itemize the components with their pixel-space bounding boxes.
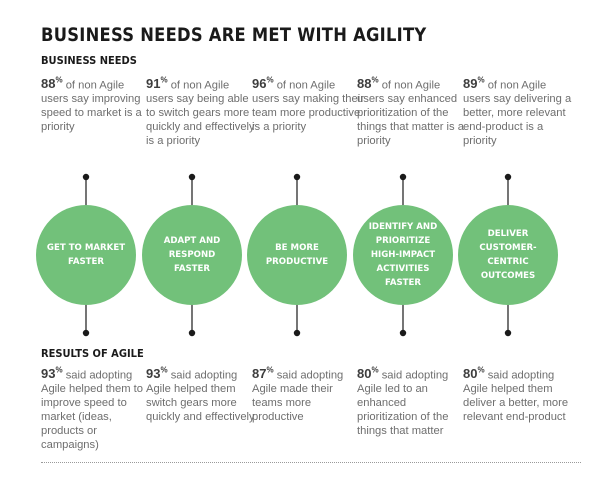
result-pct-2: 93 [146, 366, 161, 382]
goal-circle-3: BE MORE PRODUCTIVE [247, 205, 347, 305]
result-pct-4: 80 [357, 366, 372, 382]
need-stat-2: 91% of non Agile users say being able to… [146, 76, 255, 148]
goal-circle-label-5: DELIVER CUSTOMER-CENTRIC OUTCOMES [479, 229, 537, 281]
result-stat-2: 93% said adopting Agile helped them swit… [146, 366, 255, 424]
result-pct-5: 80 [463, 366, 478, 382]
need-stat-5: 89% of non Agile users say delivering a … [463, 76, 572, 148]
result-text-2: said adopting Agile helped them switch g… [146, 369, 255, 424]
business-needs-heading: BUSINESS NEEDS [41, 54, 137, 67]
need-stat-4: 88% of non Agile users say enhanced prio… [357, 76, 464, 148]
goal-circle-label-1: GET TO MARKET FASTER [46, 243, 126, 267]
goal-circle-4: IDENTIFY AND PRIORITIZE HIGH-IMPACT ACTI… [353, 205, 453, 305]
need-pct-4: 88 [357, 76, 372, 92]
connector-dot-bottom-1 [82, 329, 90, 337]
result-pct-1: 93 [41, 366, 56, 382]
result-pct-3: 87 [252, 366, 267, 382]
connector-dot-bottom-4 [399, 329, 407, 337]
connector-dot-bottom-5 [504, 329, 512, 337]
result-stat-1: 93% said adopting Agile helped them to i… [41, 366, 143, 452]
need-pct-5: 89 [463, 76, 478, 92]
need-pct-3: 96 [252, 76, 267, 92]
need-text-2: of non Agile users say being able to swi… [146, 79, 255, 148]
connector-dot-bottom-3 [293, 329, 301, 337]
goal-circle-label-2: ADAPT AND RESPOND FASTER [163, 236, 221, 274]
result-stat-3: 87% said adopting Agile made their teams… [252, 366, 344, 424]
need-stat-1: 88% of non Agile users say improving spe… [41, 76, 142, 134]
goal-circle-1: GET TO MARKET FASTER [36, 205, 136, 305]
need-stat-3: 96% of non Agile users say making their … [252, 76, 364, 134]
result-text-1: said adopting Agile helped them to impro… [41, 369, 143, 452]
connector-dot-top-2 [188, 173, 196, 181]
connector-dot-top-5 [504, 173, 512, 181]
goal-circle-2: ADAPT AND RESPOND FASTER [142, 205, 242, 305]
connector-dot-top-3 [293, 173, 301, 181]
result-stat-5: 80% said adopting Agile helped them deli… [463, 366, 569, 424]
bottom-dotted-divider [41, 462, 581, 463]
need-text-4: of non Agile users say enhanced prioriti… [357, 79, 464, 148]
result-text-5: said adopting Agile helped them deliver … [463, 369, 569, 424]
result-stat-4: 80% said adopting Agile led to an enhanc… [357, 366, 449, 438]
page-title: BUSINESS NEEDS ARE MET WITH AGILITY [41, 24, 427, 46]
connector-dot-top-1 [82, 173, 90, 181]
result-text-4: said adopting Agile led to an enhanced p… [357, 369, 449, 438]
need-pct-1: 88 [41, 76, 56, 92]
need-pct-2: 91 [146, 76, 161, 92]
results-heading: RESULTS OF AGILE [41, 347, 144, 360]
need-text-3: of non Agile users say making their team… [252, 79, 364, 134]
goal-circle-5: DELIVER CUSTOMER-CENTRIC OUTCOMES [458, 205, 558, 305]
result-text-3: said adopting Agile made their teams mor… [252, 369, 344, 424]
connector-dot-bottom-2 [188, 329, 196, 337]
goal-circle-label-3: BE MORE PRODUCTIVE [265, 243, 329, 267]
need-text-1: of non Agile users say improving speed t… [41, 79, 142, 134]
connector-dot-top-4 [399, 173, 407, 181]
need-text-5: of non Agile users say delivering a bett… [463, 79, 572, 148]
goal-circle-label-4: IDENTIFY AND PRIORITIZE HIGH-IMPACT ACTI… [368, 222, 438, 288]
